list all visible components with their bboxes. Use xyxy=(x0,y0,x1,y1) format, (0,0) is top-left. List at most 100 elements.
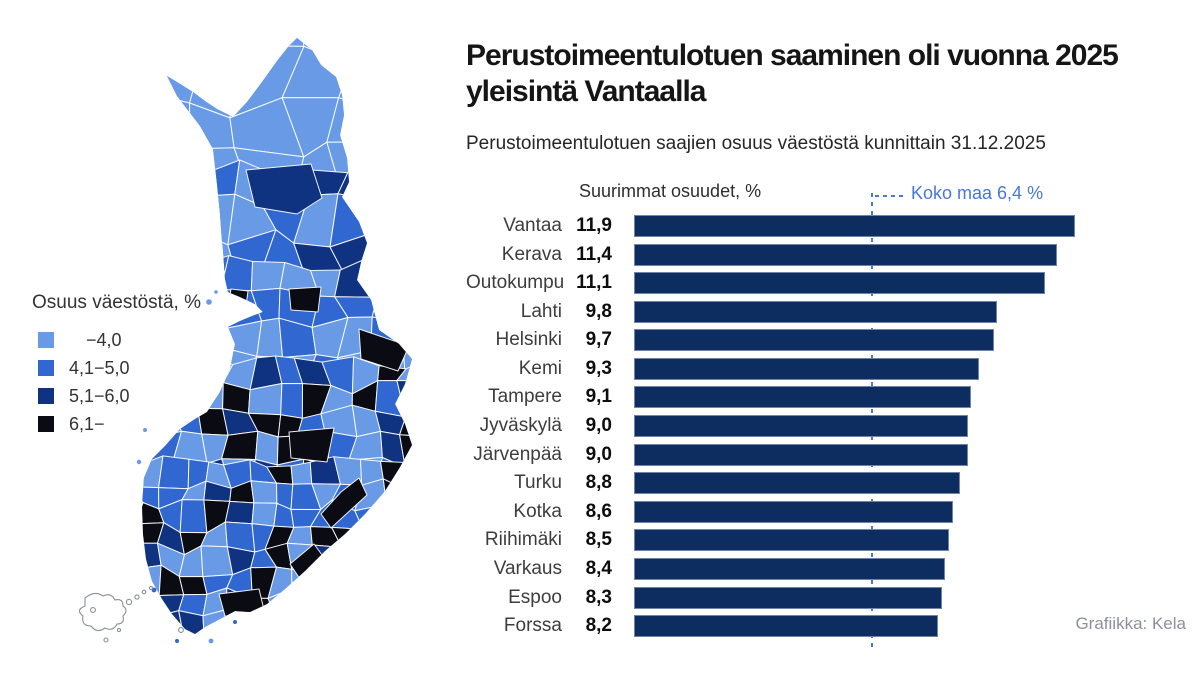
municipality-cell xyxy=(139,641,165,660)
municipality-cell xyxy=(90,635,117,660)
municipality-cell xyxy=(430,96,460,151)
bar xyxy=(634,586,942,609)
municipality-cell xyxy=(448,432,460,460)
municipality-cell xyxy=(69,526,97,550)
bar-row: Espoo 8,3 xyxy=(466,586,1116,609)
municipality-cell xyxy=(71,459,95,486)
municipality-cell xyxy=(179,499,208,534)
bar xyxy=(634,615,938,638)
municipality-cell xyxy=(58,529,75,550)
municipality-cell xyxy=(376,612,406,634)
municipality-cell xyxy=(58,196,110,249)
legend-label: −4,0 xyxy=(86,329,122,350)
municipality-cell xyxy=(381,103,412,152)
bar xyxy=(634,529,949,552)
bar-value-label: 8,5 xyxy=(585,529,612,551)
municipality-cell xyxy=(78,264,106,293)
municipality-cell xyxy=(140,658,161,660)
bar-row: Lahti 9,8 xyxy=(466,300,1116,323)
coastal-islet xyxy=(206,299,212,305)
municipality-cell xyxy=(79,565,102,595)
page-title: Perustoimeentulotuen saaminen oli vuonna… xyxy=(466,39,1119,108)
map-legend-rows: −4,0 4,1−5,0 5,1−6,0 6,1− xyxy=(32,326,201,438)
bar xyxy=(634,215,1075,237)
bar-value-label: 11,9 xyxy=(576,215,612,236)
bar-value-label: 8,3 xyxy=(585,586,612,608)
legend-item: 6,1− xyxy=(32,410,201,438)
bar-track xyxy=(634,300,1116,323)
bar-track xyxy=(634,615,1116,638)
municipality-cell xyxy=(226,632,254,634)
municipality-cell xyxy=(178,610,205,634)
municipality-cell xyxy=(397,522,412,553)
municipality-cell xyxy=(58,98,103,159)
municipality-cell xyxy=(58,234,93,279)
municipality-cell xyxy=(58,482,71,509)
bar-value-label: 9,1 xyxy=(585,386,612,408)
bar-category-label: Vantaa xyxy=(503,215,562,236)
bar-category-label: Kotka xyxy=(513,500,562,522)
aland-islands xyxy=(78,585,184,643)
municipality-cell xyxy=(399,407,412,438)
municipality-cell xyxy=(449,356,461,389)
municipality-cell xyxy=(338,52,397,110)
municipality-cell xyxy=(376,38,412,65)
municipality-cell xyxy=(150,194,195,241)
municipality-cell xyxy=(58,612,79,637)
municipality-cell xyxy=(94,481,122,506)
municipality-cell xyxy=(397,478,412,507)
coastal-islet xyxy=(143,428,147,432)
municipality-cell xyxy=(441,640,460,657)
bar xyxy=(634,472,961,495)
municipality-cell xyxy=(90,659,117,660)
bar-category-label: Jyväskylä xyxy=(479,415,562,437)
municipality-cell xyxy=(97,439,131,467)
bar xyxy=(634,500,953,523)
municipality-cell xyxy=(396,255,412,300)
legend-label: 5,1−6,0 xyxy=(69,385,130,406)
bar xyxy=(634,443,968,466)
municipality-cell xyxy=(421,460,453,489)
bar-row: Järvenpää 9,0 xyxy=(466,443,1116,466)
municipality-cell xyxy=(404,236,412,277)
municipality-cell xyxy=(401,461,412,492)
municipality-cell xyxy=(337,567,362,599)
municipality-cell xyxy=(142,615,166,634)
legend-label: 4,1−5,0 xyxy=(69,357,130,378)
municipality-cell xyxy=(443,587,460,620)
municipality-cell xyxy=(428,433,451,461)
municipality-cell xyxy=(280,383,303,419)
municipality-cell xyxy=(142,462,145,488)
map-legend-title: Osuus väestöstä, % xyxy=(32,292,201,313)
municipality-cell xyxy=(250,630,276,634)
municipality-cell xyxy=(58,546,79,571)
municipality-cell xyxy=(159,654,185,660)
bar xyxy=(634,415,968,438)
municipality-cell xyxy=(420,356,456,389)
municipality-region xyxy=(228,288,249,307)
municipality-cell xyxy=(353,612,381,634)
municipality-cell xyxy=(448,550,460,573)
municipality-cell xyxy=(381,528,409,554)
municipality-cell xyxy=(340,631,365,634)
municipality-cell xyxy=(428,551,450,576)
bar-category-label: Kerava xyxy=(501,243,562,265)
municipality-cell xyxy=(292,636,315,660)
municipality-cell xyxy=(403,205,412,247)
bar-value-label: 9,3 xyxy=(585,357,612,379)
municipality-cell xyxy=(432,288,460,329)
municipality-cell xyxy=(374,191,412,259)
bar-category-label: Varkaus xyxy=(493,557,562,579)
bar-row: Jyväskylä 9,0 xyxy=(466,415,1116,438)
bar-value-label: 11,1 xyxy=(576,272,612,294)
coastal-islet xyxy=(214,290,218,294)
bar-row: Vantaa 11,9 xyxy=(466,215,1116,237)
municipality-cell xyxy=(402,590,412,617)
municipality-cell xyxy=(142,191,191,255)
bar-category-label: Järvenpää xyxy=(473,443,562,465)
municipality-cell xyxy=(178,576,208,596)
municipality-cell xyxy=(443,615,460,643)
municipality-cell xyxy=(68,635,94,660)
municipality-cell xyxy=(311,631,343,634)
bar-category-label: Espoo xyxy=(508,586,562,608)
